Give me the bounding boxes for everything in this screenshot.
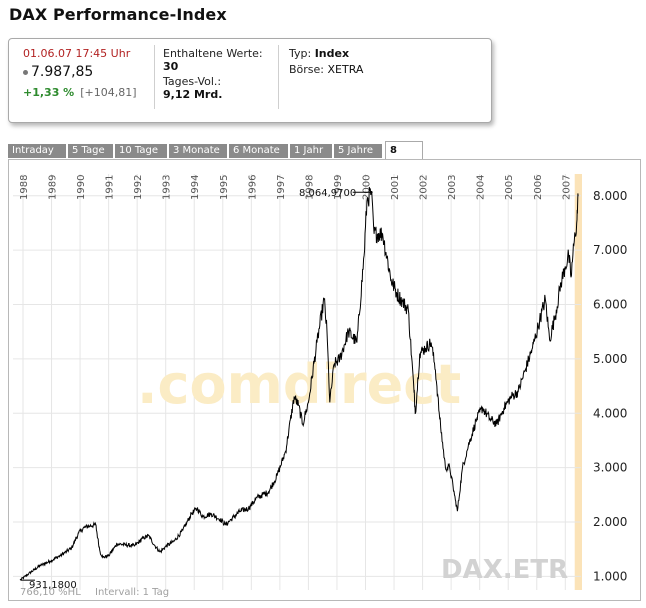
x-tick-label: 2002 [419,175,430,200]
x-tick-label: 2000 [362,175,373,200]
exchange-value: XETRA [327,63,364,76]
tab-10-tage[interactable]: 10 Tage [115,144,167,158]
min-value-label: 931,1800 [29,580,77,591]
x-tick-label: 2006 [533,175,544,200]
quote-stats-column: Enthaltene Werte: 30 Tages-Vol.: 9,12 Mr… [163,47,263,101]
symbol-watermark: DAX.ETR [441,555,568,585]
x-tick-label: 1993 [162,175,173,200]
tab-1-jahr[interactable]: 1 Jahr [290,144,332,158]
current-year-highlight [574,174,582,590]
x-tick-label: 2005 [504,175,515,200]
type-label: Typ: [289,47,312,60]
price-bullet-icon [23,69,28,75]
tab-3-monate[interactable]: 3 Monate [169,144,227,158]
dax-price-line [19,186,579,581]
quote-datetime: 01.06.07 17:45 Uhr [23,47,131,60]
y-tick-label: 8.000 [593,189,627,203]
x-tick-label: 1999 [333,175,344,200]
x-tick-label: 1991 [105,175,116,200]
column-divider [278,45,279,109]
x-tick-label: 2007 [561,175,572,200]
x-tick-label: 1988 [19,175,30,200]
quote-change-row: +1,33 % [+104,81] [23,86,137,99]
quote-change-percent: +1,33 % [23,86,75,99]
footer-interval-label: Intervall: 1 Tag [95,587,169,598]
column-divider [154,45,155,109]
quote-price-column: 01.06.07 17:45 Uhr 7.987,85 +1,33 % [+104… [23,47,137,99]
tab-intraday[interactable]: Intraday [8,144,66,158]
x-tick-label: 1998 [304,175,315,200]
page-title: DAX Performance-Index [9,5,227,24]
volume-value: 9,12 Mrd. [163,88,223,101]
y-tick-label: 3.000 [593,461,627,475]
y-tick-label: 6.000 [593,298,627,312]
price-chart: 1.000 2.000 3.000 4.000 5.000 6.000 7.000 8.000… [13,174,627,598]
constituents-label: Enthaltene Werte: [163,47,263,60]
quote-price: 7.987,85 [31,64,94,80]
tab-6-monate[interactable]: 6 Monate [229,144,288,158]
x-tick-label: 1997 [276,175,287,200]
exchange-row: Börse: XETRA [289,63,363,76]
max-value-label: 8.064,9700 [299,188,356,199]
constituents-value: 30 [163,60,179,73]
type-row: Typ: Index [289,47,363,60]
quote-price-row: 7.987,85 [23,64,137,80]
quote-info-column: Typ: Index Börse: XETRA [289,47,363,76]
y-tick-label: 2.000 [593,515,627,529]
volume-label: Tages-Vol.: [163,75,222,88]
x-tick-label: 1990 [76,175,87,200]
x-tick-label: 2001 [390,175,401,200]
tab-8-active[interactable]: 8 [385,141,423,159]
tab-5-jahre[interactable]: 5 Jahre [334,144,382,158]
y-tick-label: 7.000 [593,243,627,257]
x-tick-label: 1995 [219,175,230,200]
x-tick-label: 2004 [476,175,487,200]
footer-range-label: 766,10 %HL [20,587,81,598]
x-tick-label: 2003 [447,175,458,200]
x-tick-label: 1992 [133,175,144,200]
chart-frame: 1.000 2.000 3.000 4.000 5.000 6.000 7.000 8.000… [8,159,641,601]
quote-box: 01.06.07 17:45 Uhr 7.987,85 +1,33 % [+104… [8,38,492,123]
x-tick-label: 1996 [247,175,258,200]
tab-5-tage[interactable]: 5 Tage [68,144,113,158]
y-tick-label: 1.000 [593,569,627,583]
exchange-label: Börse: [289,63,325,76]
x-tick-label: 1994 [190,175,201,200]
quote-change-absolute: [+104,81] [80,86,137,99]
x-tick-label: 1989 [48,175,59,200]
y-tick-label: 4.000 [593,406,627,420]
type-value: Index [314,47,350,60]
y-tick-label: 5.000 [593,352,627,366]
